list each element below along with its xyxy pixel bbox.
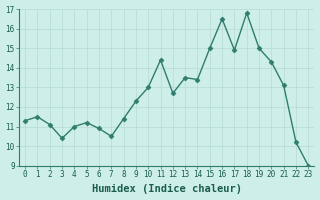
X-axis label: Humidex (Indice chaleur): Humidex (Indice chaleur) [92, 184, 242, 194]
